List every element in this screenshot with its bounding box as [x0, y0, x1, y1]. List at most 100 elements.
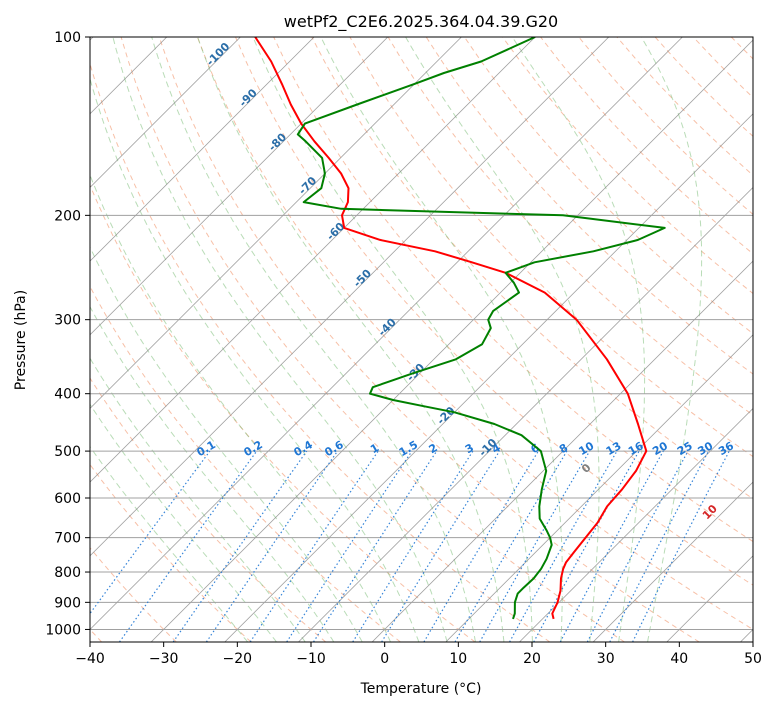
mixing-ratio-line	[559, 450, 664, 642]
moist-adiabat-line	[90, 445, 249, 642]
mixing-ratio-label: 0.4	[291, 438, 315, 459]
y-tick-label: 800	[54, 565, 81, 581]
y-tick-label: 1000	[45, 622, 81, 638]
mixing-ratio-label: 25	[675, 439, 695, 458]
mixing-ratio-label: 0.1	[195, 438, 218, 459]
isotherm-line	[150, 39, 753, 642]
moist-adiabat-line	[252, 37, 533, 642]
moist-adiabat-line	[405, 37, 600, 642]
dry-adiabat-line	[654, 37, 753, 137]
mixing-ratio-line	[172, 450, 308, 642]
mixing-ratio-label: 1.5	[397, 438, 420, 459]
dry-adiabat-line	[196, 37, 753, 630]
dry-adiabat-line	[502, 37, 753, 295]
y-tick-label: 900	[54, 595, 81, 611]
mixing-ratio-line	[381, 450, 501, 642]
moist-adiabat-line	[320, 37, 563, 642]
dry-adiabat-line	[235, 37, 753, 586]
dry-adiabat-line	[463, 37, 753, 335]
dry-adiabat-label: 10	[700, 502, 720, 522]
dry-adiabat-line	[158, 37, 700, 642]
isotherm-line	[90, 37, 536, 483]
isotherm-line	[592, 481, 753, 642]
moist-adiabat-line	[90, 76, 420, 642]
mixing-ratio-label: 0.2	[241, 438, 264, 459]
moist-adiabat-line	[511, 37, 646, 642]
mixing-ratio-label: 13	[604, 439, 624, 458]
moist-adiabat-line	[90, 246, 363, 642]
x-tick-label: −30	[149, 651, 179, 667]
isotherm-label: -70	[296, 174, 319, 197]
mixing-ratio-label: 0.6	[322, 438, 346, 459]
x-tick-label: 40	[670, 651, 688, 667]
dry-adiabat-line	[90, 183, 476, 642]
dry-adiabat-line	[90, 377, 327, 642]
isotherm-label: -40	[376, 315, 399, 338]
mixing-ratio-line	[90, 450, 211, 615]
isotherm-line	[740, 628, 753, 642]
x-tick-label: 30	[597, 651, 615, 667]
isotherm-line	[90, 37, 610, 557]
y-tick-label: 400	[54, 387, 81, 403]
dry-adiabat-line	[90, 285, 401, 642]
dry-adiabat-line	[616, 37, 753, 176]
moist-adiabat-line	[90, 173, 392, 642]
mixing-ratio-label: 20	[650, 439, 670, 458]
mixing-ratio-line	[205, 450, 338, 642]
isotherm-line	[90, 37, 315, 262]
isotherm-line	[445, 334, 753, 642]
y-tick-label: 500	[54, 444, 81, 460]
mixing-ratio-line	[249, 450, 379, 642]
line-labels: 0.1 0.2 0.4 0.6 1 1.5 2 3 4 6 8 10 13 16 20 25 30 36-100-…	[195, 40, 737, 522]
isotherm-line	[298, 186, 753, 642]
plot-frame	[89, 36, 754, 643]
y-tick-label: 600	[54, 491, 81, 507]
dry-adiabat-line	[692, 37, 753, 99]
dry-adiabat-line	[770, 37, 775, 642]
dry-adiabat-line	[90, 463, 252, 642]
dewpoint-profile	[296, 37, 666, 620]
mixing-ratio-line	[286, 450, 413, 642]
isotherm-line	[90, 37, 683, 631]
x-tick-label: 20	[523, 651, 541, 667]
moist-adiabat-line	[112, 37, 448, 642]
x-tick-label: −10	[296, 651, 326, 667]
mixing-ratio-line	[509, 450, 618, 642]
axes: −40 −30 −20 −10 0 10 20 30 40 50 100 200 300 400 500 60…	[45, 30, 762, 667]
mixing-ratio-line	[632, 450, 730, 642]
isotherm-line	[90, 37, 462, 410]
mixing-ratio-line	[586, 450, 689, 642]
profile-series	[254, 37, 666, 620]
dry-adiabat-line	[349, 37, 753, 458]
mixing-ratio-line	[533, 450, 640, 642]
y-axis-label: Pressure (hPa)	[13, 290, 29, 390]
x-tick-label: −20	[223, 651, 253, 667]
temperature-profile	[254, 37, 648, 620]
chart-title: wetPf2_C2E6.2025.364.04.39.G20	[284, 12, 558, 32]
x-axis-label: Temperature (°C)	[360, 681, 482, 697]
moist-adiabat-line	[90, 305, 335, 642]
y-tick-label: 300	[54, 313, 81, 329]
isotherm-label: -90	[237, 86, 260, 109]
moist-adiabat-line	[90, 403, 277, 642]
moist-adiabat-line	[151, 37, 476, 642]
mixing-ratio-label: 8	[557, 441, 570, 456]
isotherm-label: -80	[266, 130, 289, 153]
y-tick-label: 200	[54, 208, 81, 224]
x-tick-label: 0	[380, 651, 389, 667]
mixing-ratio-label: 2	[427, 441, 440, 456]
isotherm-label: -50	[351, 267, 374, 290]
x-tick-label: 50	[744, 651, 762, 667]
mixing-ratio-label: 10	[576, 439, 596, 458]
isotherm-line	[519, 407, 753, 642]
mixing-ratio-label: 30	[695, 439, 715, 458]
isotherm-line	[90, 37, 389, 336]
x-tick-label: −40	[75, 651, 105, 667]
mixing-ratio-line	[312, 450, 438, 642]
y-tick-label: 700	[54, 531, 81, 547]
dry-adiabat-line	[387, 37, 753, 416]
moist-adiabat-line	[90, 357, 306, 642]
dry-adiabat-line	[90, 62, 551, 642]
y-tick-label: 100	[54, 30, 81, 46]
